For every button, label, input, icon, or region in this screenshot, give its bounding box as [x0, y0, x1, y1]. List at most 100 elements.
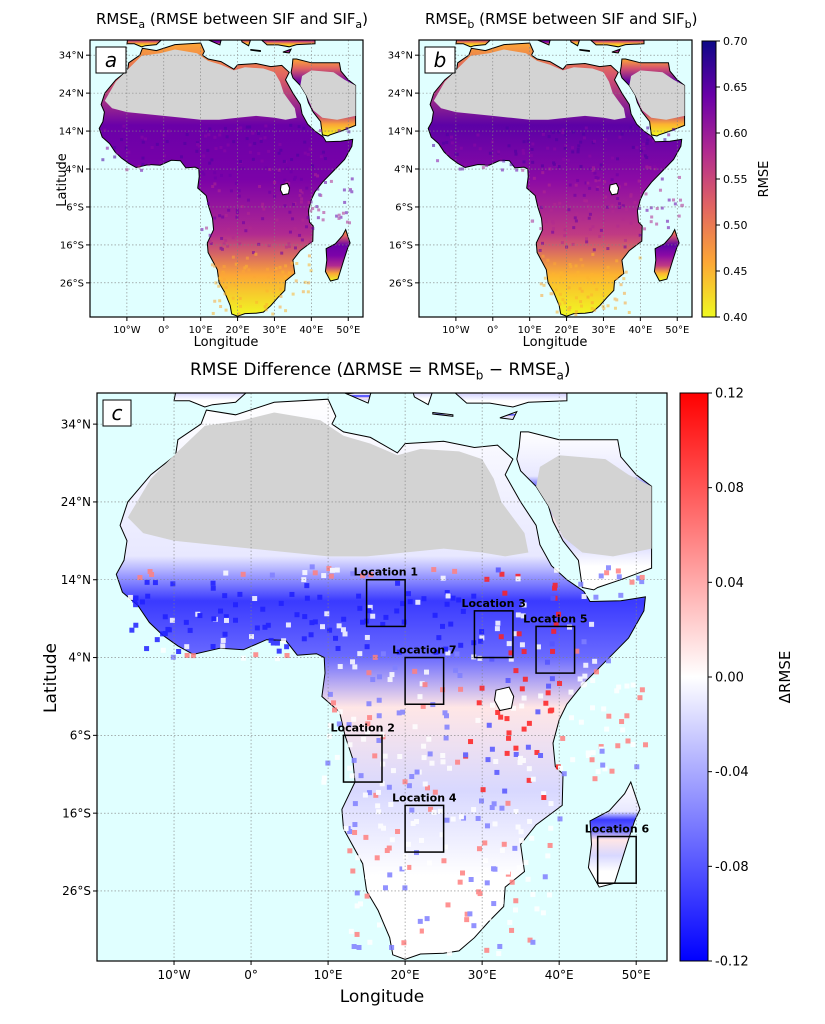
panel-a-land-greece	[240, 40, 252, 47]
location-box-2	[342, 734, 383, 783]
panel-c-xtick-label: 50°E	[622, 968, 651, 982]
panel-b-xtick-label: 50°E	[665, 325, 689, 336]
panel-c-xtick-label: 20°E	[391, 968, 420, 982]
panel-b-ytick-label: 26°S	[389, 278, 413, 289]
panel-c-xtick-label: 10°W	[157, 968, 190, 982]
delta-rmse-colorbar-tick-label: -0.04	[715, 765, 749, 780]
panel-b-xtick-label: 10°W	[442, 325, 470, 336]
location-label-7: Location 7	[392, 644, 456, 657]
panel-b-land-turkey	[589, 40, 645, 48]
panel-c-masked-arabia	[536, 455, 652, 557]
panel-a-xtick-label: 0°	[158, 325, 169, 336]
panel-c-land-sicily	[344, 393, 372, 404]
panel-a-ytick-label: 16°S	[60, 240, 84, 251]
panel-c-ytick-label: 14°N	[61, 573, 91, 587]
panel-c-xtick-label: 40°E	[545, 968, 574, 982]
panel-b-land-iberia	[455, 40, 492, 48]
panel-c-label-box	[102, 399, 132, 427]
location-label-3: Location 3	[461, 597, 525, 610]
panel-c-lake-victoria	[493, 686, 515, 712]
panel-b-masked-desert	[433, 49, 626, 120]
location-box-1	[365, 578, 406, 628]
location-label-4: Location 4	[392, 791, 457, 804]
panel-a-land-italy	[221, 40, 223, 41]
delta-rmse-colorbar-tick-label: 0.12	[715, 387, 744, 402]
rmse-colorbar-tick-label: 0.50	[723, 219, 748, 232]
panel-a-map: a 34°N 24°N 14°N 4°N 6°S 16°S 26°S 10°W 0° 10°E 20°…	[55, 39, 364, 350]
panel-b-xtick-label: 0°	[487, 325, 498, 336]
panel-c-ytick-label: 4°N	[68, 651, 91, 665]
rmse-colorbar-tick-label: 0.70	[723, 35, 748, 48]
panel-a-ylabel: Latitude	[55, 153, 70, 207]
delta-rmse-colorbar-label: ΔRMSE	[776, 651, 794, 704]
panel-b-ytick-label: 6°S	[395, 202, 413, 213]
panel-a-label-box	[95, 46, 127, 74]
panel-a-masked-arabia	[300, 70, 356, 120]
panel-b-label-box	[424, 46, 456, 74]
delta-rmse-colorbar-tick-label: 0.00	[715, 671, 744, 686]
rmse-colorbar-tick-label: 0.65	[723, 81, 748, 94]
panel-a-xtick-label: 30°E	[262, 325, 286, 336]
panel-a-ytick-label: 24°N	[59, 89, 84, 100]
panel-c-map: c 34°N 24°N 14°N 4°N 6°S 16°S 26°S 10°W 0° 10°E 20°…	[41, 392, 668, 1007]
panel-c-ylabel: Latitude	[41, 643, 61, 713]
panel-b-xtick-label: 30°E	[591, 325, 615, 336]
panel-c-land-crete	[432, 411, 454, 417]
panel-b-xtick-label: 20°E	[555, 325, 579, 336]
panel-a-land-crete	[250, 48, 261, 52]
panel-c-xtick-label: 0°	[244, 968, 258, 982]
panel-a-land-sicily	[207, 40, 222, 46]
panel-a-lake-victoria	[279, 182, 291, 196]
panel-b-frame	[418, 39, 693, 318]
panel-a-land-cyprus	[282, 48, 293, 54]
location-box-6	[596, 835, 637, 884]
panel-c-ytick-label: 24°N	[61, 495, 91, 509]
panel-b-ytick-label: 16°S	[389, 240, 413, 251]
delta-rmse-colorbar-tick-label: -0.12	[715, 955, 749, 970]
location-label-6: Location 6	[585, 823, 650, 836]
location-label-5: Location 5	[523, 612, 587, 625]
panel-a-xlabel: Longitude	[194, 335, 259, 350]
panel-a-xtick-label: 40°E	[299, 325, 323, 336]
panel-c-ytick-label: 6°S	[70, 729, 91, 743]
panel-c-label: c	[112, 401, 123, 425]
panel-a-title: RMSEa (RMSE between SIF and SIFa)	[96, 10, 369, 31]
panel-c-title: RMSE Difference (ΔRMSE = RMSEb − RMSEa)	[190, 360, 571, 383]
panel-b-ytick-label: 34°N	[388, 51, 413, 62]
panel-b-raster-texture	[432, 125, 684, 317]
panel-c-ytick-label: 34°N	[61, 417, 91, 431]
panel-b-xtick-label: 10°E	[518, 325, 542, 336]
location-label-2: Location 2	[331, 721, 395, 734]
panel-c-xlabel: Longitude	[340, 987, 425, 1007]
panel-a-masked-desert	[104, 49, 297, 120]
delta-rmse-colorbar-tick-label: 0.08	[715, 481, 744, 496]
panel-c-land-turkey	[454, 393, 568, 408]
panel-a-frame	[89, 39, 364, 318]
panel-a-land-turkey	[260, 40, 316, 48]
delta-rmse-colorbar-tick-label: -0.08	[715, 860, 749, 875]
panel-c-xtick-label: 30°E	[468, 968, 497, 982]
panel-a-xtick-label: 20°E	[226, 325, 250, 336]
panel-b-label: b	[434, 48, 447, 72]
panel-c-raster-texture	[127, 564, 649, 957]
rmse-colorbar-tick-label: 0.45	[723, 265, 748, 278]
panel-c-frame	[96, 392, 668, 962]
panel-b-land-cyprus	[611, 48, 622, 54]
panel-a-ytick-label: 26°S	[60, 278, 84, 289]
panel-b-ytick-label: 4°N	[394, 165, 413, 176]
panel-b-land-greece	[569, 40, 581, 47]
panel-b-land-madagascar	[653, 228, 680, 282]
panel-c-ytick-label: 26°S	[62, 884, 91, 898]
panel-a-land-iberia	[126, 40, 163, 48]
rmse-colorbar-tick-label: 0.55	[723, 173, 748, 186]
panel-c-ytick-label: 16°S	[62, 806, 91, 820]
panel-b-masked-arabia	[629, 70, 685, 120]
location-box-3	[473, 610, 514, 659]
panel-b-xlabel: Longitude	[523, 335, 588, 350]
location-box-5	[535, 625, 576, 674]
panel-b-land-sicily	[536, 40, 551, 46]
location-label-1: Location 1	[354, 566, 418, 579]
panel-c-xtick-label: 10°E	[314, 968, 343, 982]
panel-b-map: b 34°N 24°N 14°N 4°N 6°S 16°S 26°S 10°W 0° 10°E 20°…	[388, 39, 693, 350]
